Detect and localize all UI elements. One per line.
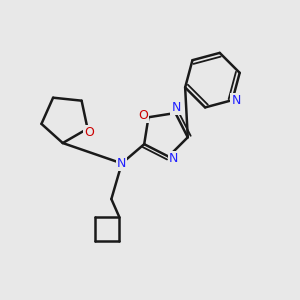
Text: N: N xyxy=(117,157,127,170)
Text: O: O xyxy=(138,109,148,122)
Text: N: N xyxy=(231,94,241,106)
Text: O: O xyxy=(84,126,94,139)
Text: N: N xyxy=(171,101,181,114)
Text: N: N xyxy=(169,152,178,164)
